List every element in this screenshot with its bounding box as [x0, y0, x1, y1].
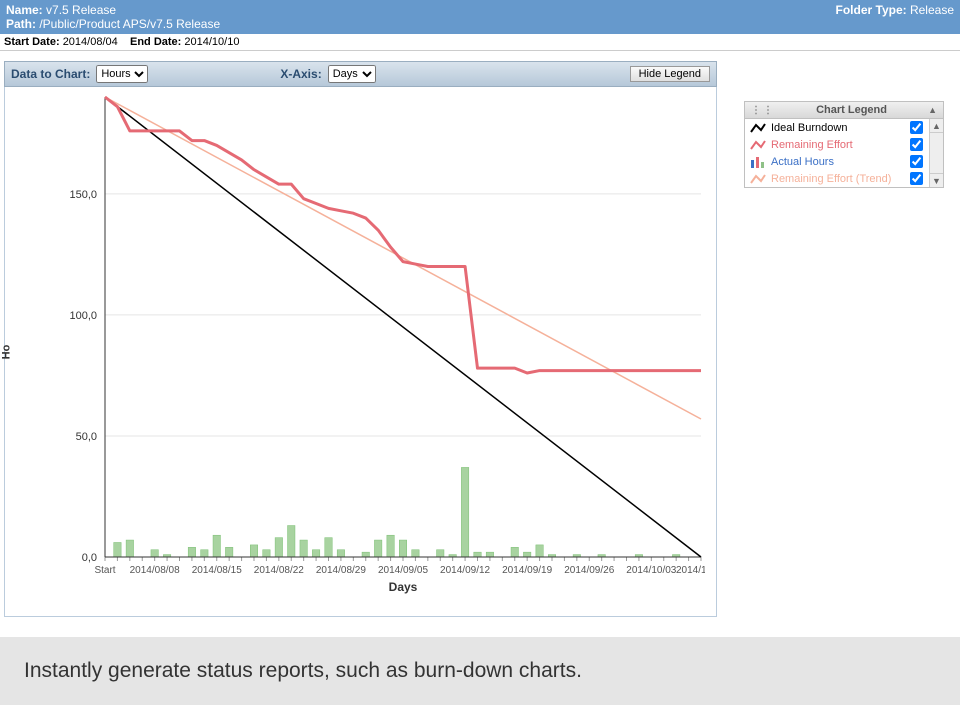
legend-label: Actual Hours: [771, 156, 906, 168]
caption-text: Instantly generate status reports, such …: [24, 659, 582, 682]
legend-item: Remaining Effort: [745, 136, 927, 153]
svg-text:150,0: 150,0: [69, 189, 97, 201]
legend-item: Remaining Effort (Trend): [745, 170, 927, 187]
start-date-value: 2014/08/04: [63, 36, 118, 48]
legend-checkbox[interactable]: [910, 121, 923, 134]
legend-title: Chart Legend: [816, 104, 887, 116]
svg-text:2014/09/19: 2014/09/19: [502, 565, 552, 576]
caption-bar: Instantly generate status reports, such …: [0, 637, 960, 705]
xaxis-select[interactable]: Days: [328, 65, 376, 83]
svg-text:2014/08/29: 2014/08/29: [316, 565, 366, 576]
legend-label: Ideal Burndown: [771, 122, 906, 134]
end-date-value: 2014/10/10: [184, 36, 239, 48]
xaxis-label: X-Axis:: [280, 67, 321, 81]
y-axis-label: Ho: [0, 344, 12, 359]
start-date-label: Start Date:: [4, 36, 60, 48]
burndown-chart: 0,0 50,0 100,0 150,0 Start 2014/08/08 2014/08/…: [5, 87, 705, 607]
legend-item: Ideal Burndown: [745, 119, 927, 136]
legend-scrollbar[interactable]: ▲ ▼: [929, 119, 943, 187]
svg-text:2014/09/05: 2014/09/05: [378, 565, 428, 576]
scroll-down-icon[interactable]: ▼: [930, 173, 943, 187]
scroll-up-icon[interactable]: ▲: [930, 119, 943, 133]
svg-text:2014/10/03: 2014/10/03: [626, 565, 676, 576]
folder-type-label: Folder Type:: [836, 3, 907, 17]
data-to-chart-select[interactable]: Hours: [96, 65, 148, 83]
legend-panel: ⋮⋮ Chart Legend ▲ ▲ ▼ Ideal Burndown Rema…: [744, 101, 944, 188]
chart-toolbar: Data to Chart: Hours X-Axis: Days Hide L…: [4, 61, 717, 87]
folder-type-value: Release: [910, 3, 954, 17]
drag-handle-icon[interactable]: ⋮⋮: [751, 105, 775, 116]
svg-text:0,0: 0,0: [82, 552, 97, 564]
legend-item: Actual Hours: [745, 153, 927, 170]
svg-text:100,0: 100,0: [69, 310, 97, 322]
legend-label: Remaining Effort: [771, 139, 906, 151]
svg-text:Days: Days: [389, 580, 418, 594]
dates-row: Start Date: 2014/08/04 End Date: 2014/10…: [0, 34, 960, 51]
chart-area: Ho 0,050,0100,0150,0Start2014/08/082014/…: [4, 87, 717, 617]
name-value: v7.5 Release: [46, 3, 116, 17]
end-date-label: End Date:: [130, 36, 181, 48]
svg-text:2014/09/26: 2014/09/26: [564, 565, 614, 576]
svg-text:2014/08/22: 2014/08/22: [254, 565, 304, 576]
header-bar: Name: v7.5 Release Folder Type: Release …: [0, 0, 960, 34]
svg-text:2014/09/12: 2014/09/12: [440, 565, 490, 576]
collapse-icon[interactable]: ▲: [928, 105, 937, 115]
legend-checkbox[interactable]: [910, 155, 923, 168]
legend-checkbox[interactable]: [910, 172, 923, 185]
hide-legend-button[interactable]: Hide Legend: [630, 66, 710, 82]
svg-text:2014/08/08: 2014/08/08: [130, 565, 180, 576]
legend-label: Remaining Effort (Trend): [771, 173, 906, 185]
svg-text:Start: Start: [94, 565, 115, 576]
name-label: Name:: [6, 3, 43, 17]
bar-icon: [749, 156, 767, 168]
svg-text:2014/08/15: 2014/08/15: [192, 565, 242, 576]
path-label: Path:: [6, 17, 36, 31]
legend-checkbox[interactable]: [910, 138, 923, 151]
line-icon: [749, 173, 767, 185]
svg-text:2014/10/10: 2014/10/10: [676, 565, 705, 576]
line-icon: [749, 139, 767, 151]
path-value: /Public/Product APS/v7.5 Release: [39, 17, 220, 31]
data-to-chart-label: Data to Chart:: [11, 67, 90, 81]
chart-panel: Data to Chart: Hours X-Axis: Days Hide L…: [0, 51, 960, 617]
line-icon: [749, 122, 767, 134]
svg-text:50,0: 50,0: [76, 431, 97, 443]
